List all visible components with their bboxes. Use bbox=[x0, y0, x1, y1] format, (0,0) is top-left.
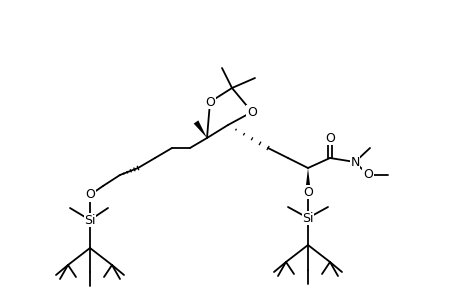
Text: O: O bbox=[362, 169, 372, 182]
Text: O: O bbox=[205, 95, 214, 109]
Polygon shape bbox=[304, 168, 310, 192]
Text: Si: Si bbox=[84, 214, 95, 226]
Polygon shape bbox=[193, 120, 207, 138]
Text: O: O bbox=[302, 185, 312, 199]
Text: O: O bbox=[85, 188, 95, 202]
Text: N: N bbox=[350, 155, 359, 169]
Text: O: O bbox=[246, 106, 257, 118]
Text: Si: Si bbox=[302, 212, 313, 224]
Text: O: O bbox=[325, 131, 334, 145]
